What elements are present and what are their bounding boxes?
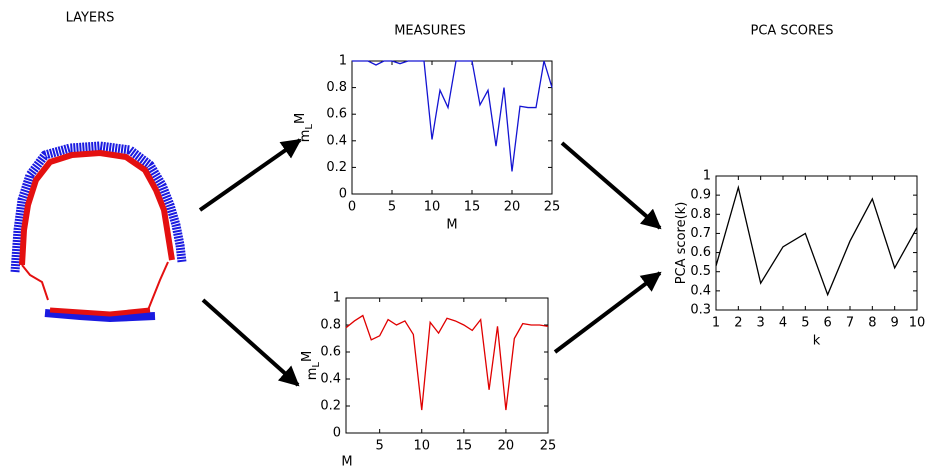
y-tick-label: 0 bbox=[333, 426, 341, 441]
x-tick-label: 25 bbox=[540, 439, 557, 454]
x-tick-label: 5 bbox=[801, 316, 809, 331]
x-axis-label: M bbox=[446, 218, 457, 233]
x-tick-label: 4 bbox=[779, 316, 787, 331]
y-tick-label: 0.8 bbox=[690, 207, 711, 222]
y-tick-label: 0.4 bbox=[690, 283, 711, 298]
y-tick-label: 0.8 bbox=[326, 80, 347, 95]
x-tick-label: 9 bbox=[891, 316, 899, 331]
data-line bbox=[352, 60, 553, 172]
heading: PCA SCORES bbox=[750, 24, 833, 39]
x-tick-label: 20 bbox=[498, 439, 515, 454]
y-tick-label: 0.2 bbox=[320, 399, 341, 414]
y-tick-label: 0.2 bbox=[326, 160, 347, 175]
x-tick-label: 15 bbox=[456, 439, 473, 454]
x-tick-label: 5 bbox=[388, 200, 396, 215]
data-line bbox=[715, 184, 918, 297]
y-axis-label: mLM bbox=[300, 351, 323, 380]
plot-frame bbox=[715, 175, 918, 311]
y-axis-label-text: PCA score(k) bbox=[674, 202, 689, 285]
y-tick-label: 0.6 bbox=[320, 345, 341, 360]
arrows bbox=[198, 138, 662, 387]
x-axis-label: k bbox=[813, 334, 821, 349]
y-tick-label: 0.4 bbox=[326, 133, 347, 148]
y-axis-label-sub: L bbox=[304, 124, 315, 130]
plot-frame bbox=[345, 297, 549, 434]
y-tick-label: 1 bbox=[333, 291, 341, 306]
x-tick-label: 10 bbox=[909, 316, 925, 331]
x-tick-label: 10 bbox=[424, 200, 441, 215]
y-axis-label-text: m bbox=[298, 130, 313, 143]
y-axis-label: PCA score(k) bbox=[674, 202, 689, 285]
y-tick-label: 0.4 bbox=[320, 372, 341, 387]
y-tick-label: 0 bbox=[339, 187, 347, 202]
heading: MEASURES bbox=[394, 24, 466, 39]
x-tick-label: 3 bbox=[757, 316, 765, 331]
x-tick-label: 6 bbox=[824, 316, 832, 331]
y-tick-label: 0.8 bbox=[320, 318, 341, 333]
data-line bbox=[345, 314, 549, 411]
x-tick-label: 10 bbox=[413, 439, 430, 454]
y-tick-label: 0.3 bbox=[690, 303, 711, 318]
x-tick-label: 7 bbox=[846, 316, 854, 331]
y-tick-label: 1 bbox=[703, 169, 711, 184]
x-tick-label: 0 bbox=[348, 200, 356, 215]
x-tick-label: 25 bbox=[544, 200, 561, 215]
y-tick-label: 0.6 bbox=[326, 107, 347, 122]
x-tick-label: 8 bbox=[868, 316, 876, 331]
x-tick-label: 20 bbox=[504, 200, 521, 215]
x-axis-label: M bbox=[341, 455, 352, 468]
plot-frame bbox=[351, 60, 553, 195]
x-tick-label: 2 bbox=[734, 316, 742, 331]
y-tick-label: 1 bbox=[339, 54, 347, 69]
y-axis-label: mLM bbox=[293, 113, 316, 142]
y-tick-label: 0.7 bbox=[690, 226, 711, 241]
x-tick-label: 15 bbox=[464, 200, 481, 215]
y-axis-label-text: m bbox=[305, 368, 320, 381]
layers-drawing bbox=[10, 141, 187, 323]
y-tick-label: 0.5 bbox=[690, 264, 711, 279]
x-tick-label: 1 bbox=[712, 316, 720, 331]
x-tick-label: 5 bbox=[376, 439, 384, 454]
y-tick-label: 0.9 bbox=[690, 188, 711, 203]
y-axis-label-sup: M bbox=[300, 351, 315, 362]
y-axis-label-sub: L bbox=[311, 362, 322, 368]
y-axis-label-sup: M bbox=[293, 113, 308, 124]
heading: LAYERS bbox=[66, 11, 115, 26]
y-tick-label: 0.6 bbox=[690, 245, 711, 260]
